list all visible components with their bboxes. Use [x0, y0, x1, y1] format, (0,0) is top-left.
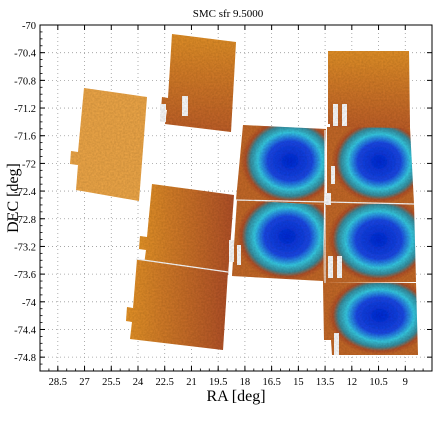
x-tick-label: 18 [240, 377, 251, 388]
x-tick-label: 15 [293, 377, 304, 388]
tile-north-middle [161, 34, 236, 132]
x-tick-label: 9 [403, 377, 408, 388]
y-tick-label: -70.4 [14, 49, 37, 60]
x-axis-title: RA [deg] [206, 388, 265, 405]
tile-east-lower [323, 204, 416, 283]
y-tick-label: -72.4 [14, 187, 37, 198]
y-tick-label: -74.4 [14, 325, 37, 336]
tile-middle-west [139, 184, 234, 275]
y-tick-label: -71.6 [14, 132, 36, 143]
x-tick-label: 16.5 [262, 377, 280, 388]
y-tick-label: -71.2 [14, 104, 36, 115]
tile-south-east [323, 283, 418, 355]
tiles-layer [70, 34, 418, 355]
x-tick-label: 12 [347, 377, 358, 388]
tile-center-north [236, 125, 326, 205]
x-tick-label: 22.5 [156, 377, 174, 388]
x-tick-label: 24 [133, 377, 144, 388]
y-axis-title: DEC [deg] [5, 163, 22, 233]
y-tick-label: -73.2 [14, 242, 36, 253]
x-tick-label: 27 [79, 377, 90, 388]
tile-south-west [126, 259, 228, 350]
y-tick-label: -72.8 [14, 215, 36, 226]
chart-title: SMC sfr 9.5000 [193, 8, 264, 20]
x-tick-label: 25.5 [102, 377, 120, 388]
tile-west [70, 88, 147, 201]
x-tick-label: 21 [186, 377, 197, 388]
tile-center [232, 200, 324, 281]
y-tick-label: -74 [22, 298, 37, 309]
tile-seams [135, 130, 415, 283]
x-tick-label: 10.5 [369, 377, 387, 388]
y-tick-label: -72 [22, 159, 36, 170]
y-axis: -70 -70.4 -70.8 -71.2 -71.6 -72 -72.4 -72.8 -73.… [14, 21, 432, 372]
x-tick-label: 13.5 [316, 377, 334, 388]
tile-north-east [328, 51, 410, 128]
x-tick-label: 19.5 [209, 377, 227, 388]
y-tick-label: -70.8 [14, 76, 36, 87]
tile-east-middle [327, 127, 414, 204]
x-axis: 28.5 27 25.5 24 22.5 21 19.5 18 16.5 15 13.5 12 10.5… [48, 25, 424, 388]
y-tick-label: -73.6 [14, 270, 36, 281]
y-tick-label: -74.8 [14, 353, 36, 364]
x-tick-label: 28.5 [49, 377, 67, 388]
detector-gaps [160, 96, 347, 355]
y-tick-label: -70 [22, 21, 36, 32]
